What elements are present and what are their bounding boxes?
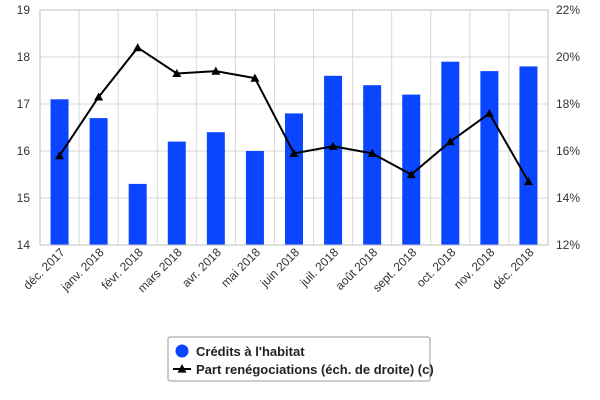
x-tick-label: juin 2018: [257, 245, 302, 290]
bar[interactable]: [50, 99, 69, 245]
y-tick-label-right: 12%: [556, 238, 580, 252]
line-point[interactable]: [523, 177, 533, 186]
bar[interactable]: [324, 75, 343, 245]
bar[interactable]: [519, 66, 538, 246]
line-point[interactable]: [250, 73, 260, 82]
legend-line-marker: [177, 364, 187, 373]
line-series: [55, 43, 533, 186]
y-tick-label-left: 19: [17, 3, 31, 17]
bar[interactable]: [167, 141, 186, 245]
legend-label-line[interactable]: Part renégociations (éch. de droite) (c): [196, 362, 434, 377]
bar[interactable]: [285, 113, 303, 246]
line-point[interactable]: [367, 148, 377, 157]
y-tick-label-left: 15: [17, 191, 31, 205]
bar[interactable]: [128, 183, 147, 245]
x-tick-label: avr. 2018: [179, 245, 224, 290]
legend-bar-swatch: [175, 344, 189, 358]
y-tick-label-right: 20%: [556, 50, 580, 64]
legend-box: [167, 336, 431, 382]
line-point[interactable]: [484, 108, 494, 117]
bar[interactable]: [89, 118, 108, 245]
line-point[interactable]: [55, 151, 65, 160]
bar[interactable]: [480, 71, 499, 245]
line-point[interactable]: [328, 141, 338, 150]
bar[interactable]: [402, 94, 421, 245]
line-point[interactable]: [445, 137, 455, 146]
x-tick-label: déc. 2018: [489, 245, 536, 292]
bar[interactable]: [206, 132, 225, 245]
line-point[interactable]: [211, 66, 221, 75]
line-point[interactable]: [172, 68, 182, 78]
legend[interactable]: Crédits à l'habitat Part renégociations (…: [167, 336, 434, 382]
bar[interactable]: [441, 61, 460, 246]
y-tick-label-left: 16: [17, 144, 31, 158]
line-point[interactable]: [406, 170, 416, 179]
y-tick-label-left: 14: [17, 238, 31, 252]
line-point[interactable]: [133, 43, 143, 52]
bar[interactable]: [363, 85, 382, 245]
x-tick-label: mai 2018: [218, 245, 263, 290]
y-tick-label-right: 16%: [556, 144, 580, 158]
line-point[interactable]: [289, 148, 299, 157]
line-point[interactable]: [94, 92, 104, 101]
bar[interactable]: [245, 151, 264, 245]
y-tick-label-left: 17: [17, 97, 31, 111]
y-tick-label-left: 18: [17, 50, 31, 64]
legend-label-bars[interactable]: Crédits à l'habitat: [196, 344, 305, 359]
plot-frame: [39, 9, 549, 246]
y-tick-label-right: 14%: [556, 191, 580, 205]
x-tick-label: janv. 2018: [58, 245, 107, 294]
y-tick-label-right: 22%: [556, 3, 580, 17]
y-tick-label-right: 18%: [556, 97, 580, 111]
